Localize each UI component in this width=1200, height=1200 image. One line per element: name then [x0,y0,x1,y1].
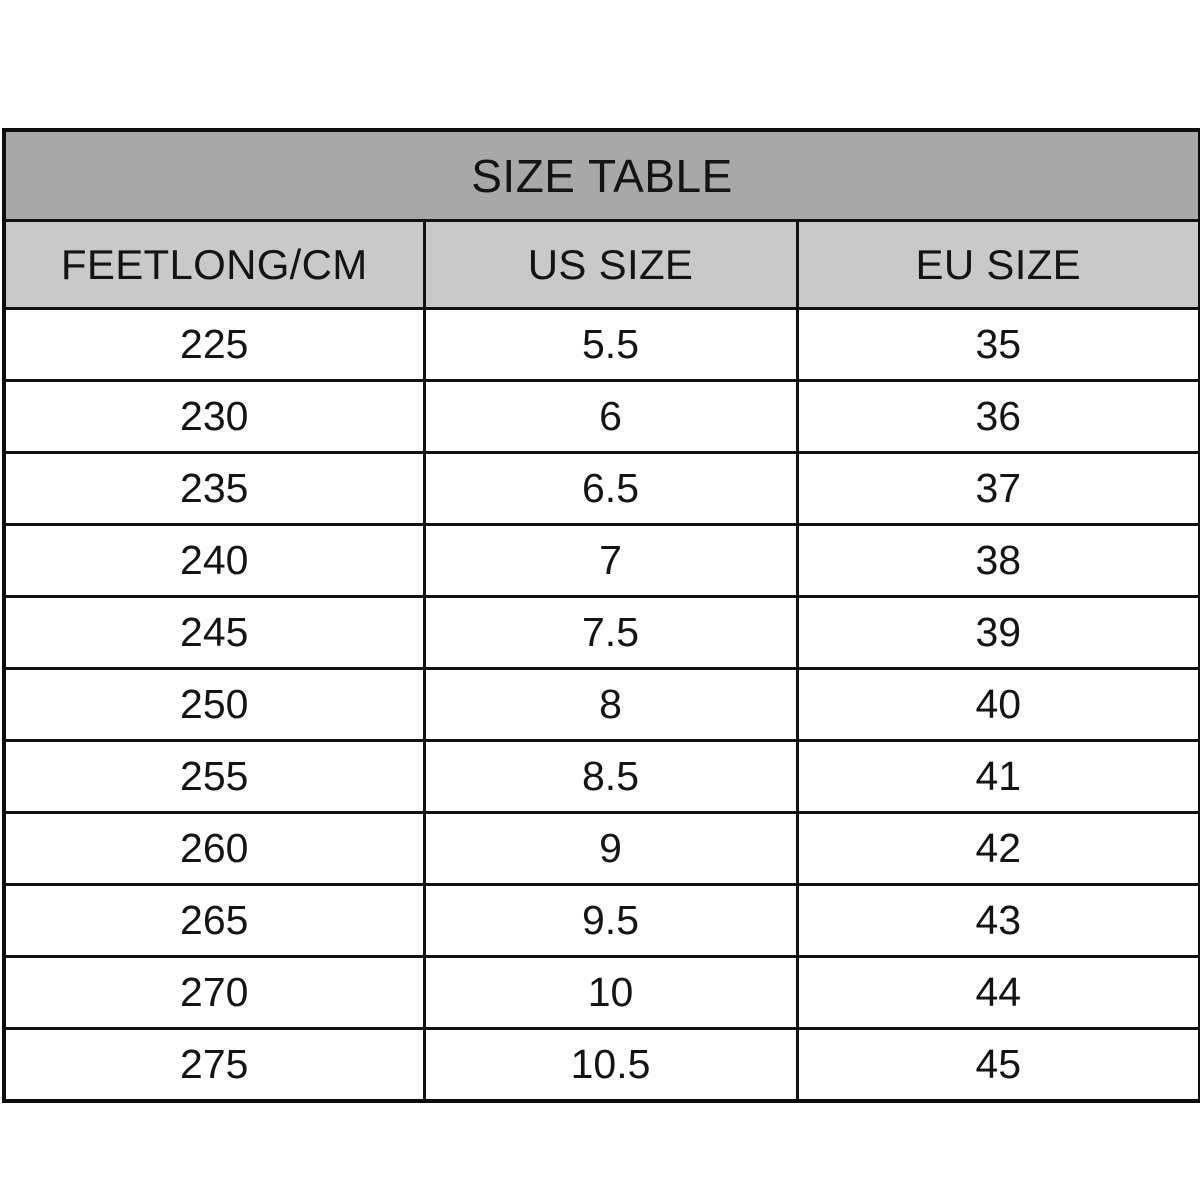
table-row: 275 10.5 45 [2,1027,1200,1103]
table-row: 250 8 40 [2,667,1200,742]
cell-eu-size: 37 [795,451,1200,526]
column-header-us-size: US SIZE [422,219,799,310]
table-title-row: SIZE TABLE [2,128,1200,222]
table-title: SIZE TABLE [2,128,1200,222]
cell-us-size: 9 [422,811,799,886]
table-row: 240 7 38 [2,523,1200,598]
table-row: 245 7.5 39 [2,595,1200,670]
cell-eu-size: 39 [795,595,1200,670]
cell-us-size: 9.5 [422,883,799,958]
cell-feetlong-cm: 255 [2,739,426,814]
size-table-container: SIZE TABLE FEETLONG/CM US SIZE EU SIZE 2… [2,128,1200,1103]
table-header-row: FEETLONG/CM US SIZE EU SIZE [2,219,1200,310]
cell-eu-size: 40 [795,667,1200,742]
table-row: 270 10 44 [2,955,1200,1030]
cell-eu-size: 45 [795,1027,1200,1103]
cell-eu-size: 44 [795,955,1200,1030]
cell-us-size: 6 [422,379,799,454]
cell-feetlong-cm: 240 [2,523,426,598]
table-row: 235 6.5 37 [2,451,1200,526]
cell-feetlong-cm: 275 [2,1027,426,1103]
cell-feetlong-cm: 250 [2,667,426,742]
table-row: 255 8.5 41 [2,739,1200,814]
cell-eu-size: 36 [795,379,1200,454]
size-table: SIZE TABLE FEETLONG/CM US SIZE EU SIZE 2… [2,128,1200,1103]
cell-feetlong-cm: 225 [2,307,426,382]
column-header-feetlong-cm: FEETLONG/CM [2,219,426,310]
cell-us-size: 5.5 [422,307,799,382]
table-row: 260 9 42 [2,811,1200,886]
column-header-eu-size: EU SIZE [795,219,1200,310]
size-table-body: SIZE TABLE FEETLONG/CM US SIZE EU SIZE 2… [2,128,1200,1103]
cell-us-size: 6.5 [422,451,799,526]
cell-eu-size: 43 [795,883,1200,958]
cell-us-size: 8.5 [422,739,799,814]
cell-eu-size: 42 [795,811,1200,886]
cell-eu-size: 38 [795,523,1200,598]
cell-us-size: 10.5 [422,1027,799,1103]
table-row: 265 9.5 43 [2,883,1200,958]
cell-eu-size: 41 [795,739,1200,814]
cell-feetlong-cm: 260 [2,811,426,886]
cell-feetlong-cm: 270 [2,955,426,1030]
cell-us-size: 8 [422,667,799,742]
cell-eu-size: 35 [795,307,1200,382]
table-row: 230 6 36 [2,379,1200,454]
cell-feetlong-cm: 235 [2,451,426,526]
cell-us-size: 7 [422,523,799,598]
cell-us-size: 7.5 [422,595,799,670]
cell-feetlong-cm: 265 [2,883,426,958]
cell-feetlong-cm: 230 [2,379,426,454]
cell-us-size: 10 [422,955,799,1030]
table-row: 225 5.5 35 [2,307,1200,382]
cell-feetlong-cm: 245 [2,595,426,670]
